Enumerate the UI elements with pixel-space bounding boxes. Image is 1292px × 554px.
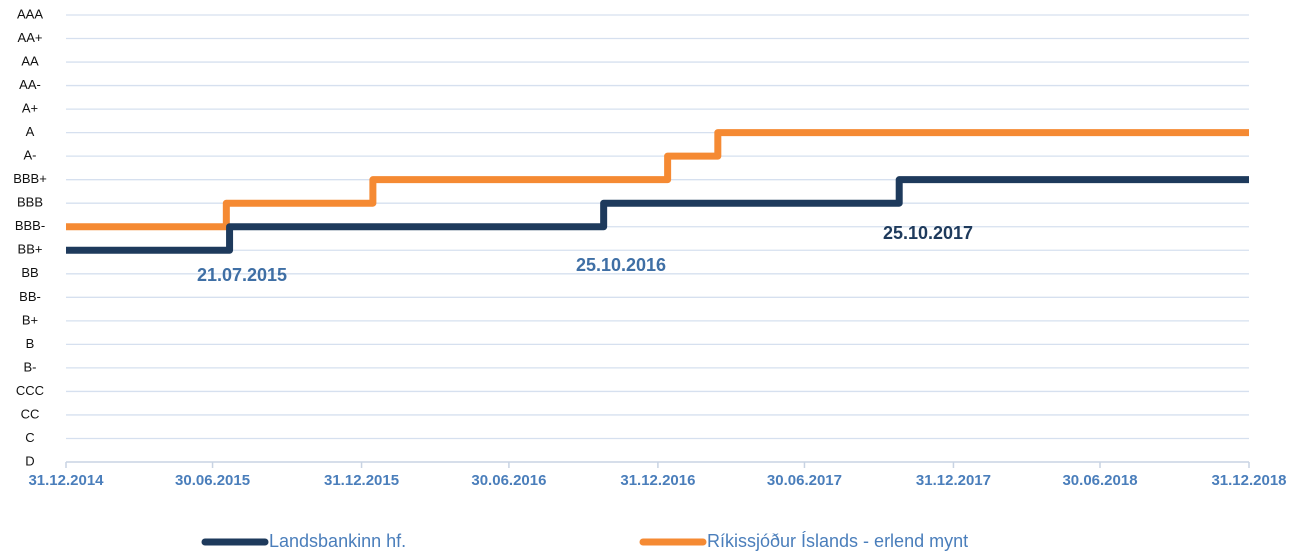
- x-tick-label: 30.06.2017: [767, 472, 842, 489]
- y-tick-label: BB: [21, 265, 38, 280]
- y-tick-label: BBB: [17, 195, 43, 210]
- y-tick-label: BB-: [19, 289, 41, 304]
- legend-label: Landsbankinn hf.: [269, 531, 406, 551]
- annotation: 21.07.2015: [197, 265, 287, 285]
- annotation: 25.10.2016: [576, 255, 666, 275]
- y-tick-label: B-: [24, 359, 37, 374]
- x-tick-label: 30.06.2018: [1062, 472, 1137, 489]
- y-tick-label: AA: [21, 53, 39, 68]
- y-tick-label: BBB-: [15, 218, 45, 233]
- x-tick-label: 30.06.2016: [471, 472, 546, 489]
- x-tick-label: 31.12.2016: [620, 472, 695, 489]
- x-tick-label: 31.12.2017: [916, 472, 991, 489]
- y-tick-label: CC: [21, 406, 40, 421]
- series-line: [66, 176, 1249, 254]
- y-tick-label: CCC: [16, 383, 44, 398]
- y-tick-label: BB+: [18, 242, 43, 257]
- x-tick-label: 31.12.2018: [1211, 472, 1286, 489]
- y-tick-label: A-: [24, 148, 37, 163]
- y-tick-label: A: [26, 124, 35, 139]
- x-tick-label: 31.12.2014: [28, 472, 104, 489]
- annotation: 25.10.2017: [883, 223, 973, 243]
- legend-label: Ríkissjóður Íslands - erlend mynt: [707, 531, 968, 551]
- y-tick-label: AA+: [18, 30, 43, 45]
- y-tick-label: A+: [22, 101, 38, 116]
- y-tick-label: C: [25, 430, 34, 445]
- series-line: [66, 129, 1249, 231]
- y-tick-label: AAA: [17, 6, 43, 21]
- y-tick-label: B+: [22, 312, 38, 327]
- x-tick-label: 31.12.2015: [324, 472, 399, 489]
- y-tick-label: B: [26, 336, 35, 351]
- y-tick-label: D: [25, 453, 34, 468]
- y-tick-label: BBB+: [13, 171, 47, 186]
- x-tick-label: 30.06.2015: [175, 472, 250, 489]
- y-tick-label: AA-: [19, 77, 41, 92]
